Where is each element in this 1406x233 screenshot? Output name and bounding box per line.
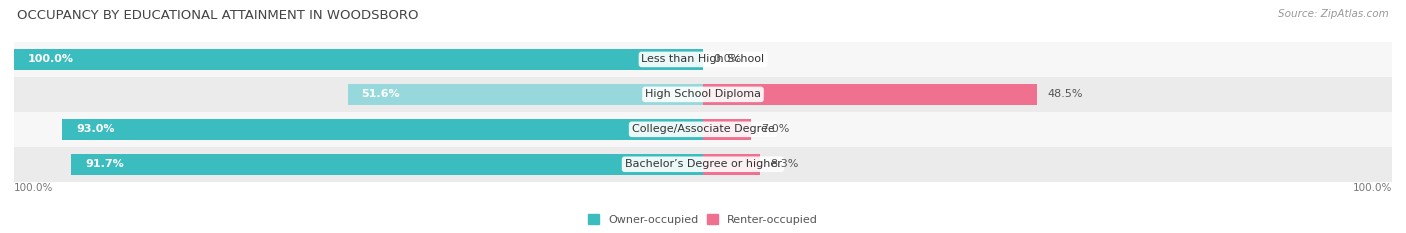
Bar: [72, 154, 703, 175]
Bar: [14, 147, 1392, 182]
Bar: [14, 49, 703, 70]
Bar: [14, 112, 1392, 147]
Text: Bachelor’s Degree or higher: Bachelor’s Degree or higher: [624, 159, 782, 169]
Text: High School Diploma: High School Diploma: [645, 89, 761, 99]
Text: 93.0%: 93.0%: [76, 124, 114, 134]
Text: 7.0%: 7.0%: [762, 124, 790, 134]
Text: College/Associate Degree: College/Associate Degree: [631, 124, 775, 134]
Bar: [703, 119, 751, 140]
Text: Source: ZipAtlas.com: Source: ZipAtlas.com: [1278, 9, 1389, 19]
Bar: [347, 84, 703, 105]
Bar: [62, 119, 703, 140]
Bar: [14, 77, 1392, 112]
Text: 0.0%: 0.0%: [713, 55, 741, 64]
Text: 100.0%: 100.0%: [14, 184, 53, 193]
Text: 100.0%: 100.0%: [28, 55, 75, 64]
Text: 8.3%: 8.3%: [770, 159, 799, 169]
Text: 100.0%: 100.0%: [1353, 184, 1392, 193]
Text: Less than High School: Less than High School: [641, 55, 765, 64]
Text: 51.6%: 51.6%: [361, 89, 399, 99]
Text: 48.5%: 48.5%: [1047, 89, 1083, 99]
Text: OCCUPANCY BY EDUCATIONAL ATTAINMENT IN WOODSBORO: OCCUPANCY BY EDUCATIONAL ATTAINMENT IN W…: [17, 9, 419, 22]
Bar: [14, 42, 1392, 77]
Bar: [703, 154, 761, 175]
Legend: Owner-occupied, Renter-occupied: Owner-occupied, Renter-occupied: [583, 210, 823, 229]
Text: 91.7%: 91.7%: [84, 159, 124, 169]
Bar: [703, 84, 1038, 105]
